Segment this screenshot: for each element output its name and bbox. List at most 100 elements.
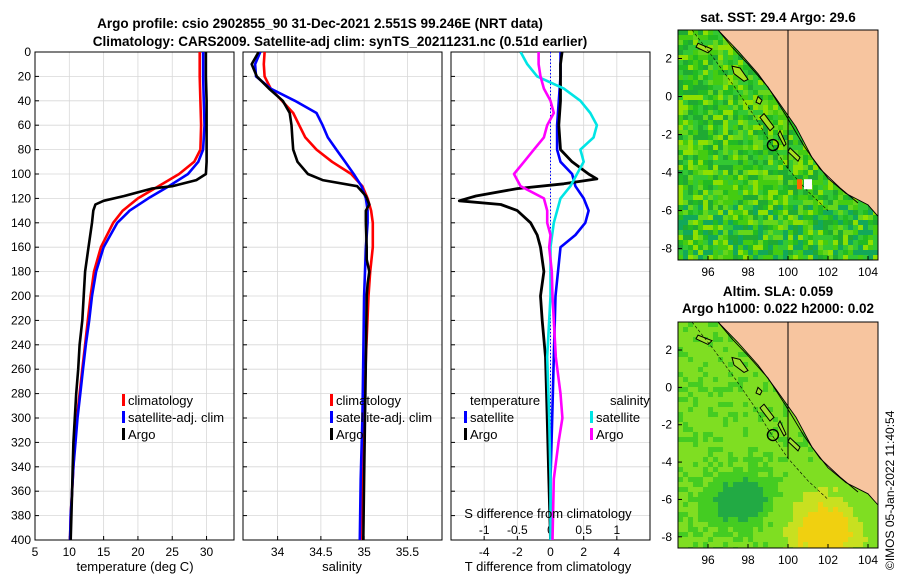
map-cell <box>803 482 808 487</box>
map-cell <box>728 155 733 160</box>
map-cell <box>763 452 768 457</box>
map-cell <box>698 30 703 35</box>
map-cell <box>778 200 783 205</box>
map-cell <box>693 507 698 512</box>
map-cell <box>798 215 803 220</box>
map-cell <box>758 135 763 140</box>
map-cell <box>693 462 698 467</box>
map-cell <box>688 130 693 135</box>
map-cell <box>713 55 718 60</box>
map-cell <box>743 220 748 225</box>
map-cell <box>743 215 748 220</box>
map-cell <box>828 477 833 482</box>
map-cell <box>793 130 798 135</box>
map-cell <box>868 537 873 542</box>
map-cell <box>743 240 748 245</box>
map-cell <box>753 175 758 180</box>
map-cell <box>753 422 758 427</box>
x-tick-label: 34.5 <box>309 545 333 559</box>
map-cell <box>698 190 703 195</box>
map-cell <box>763 170 768 175</box>
map-cell <box>718 537 723 542</box>
map-cell <box>683 195 688 200</box>
map-cell <box>738 240 743 245</box>
map-cell <box>828 255 833 260</box>
map-cell <box>783 477 788 482</box>
series-line-t-argo <box>457 52 599 540</box>
map-cell <box>793 250 798 255</box>
map-cell <box>813 180 818 185</box>
map-cell <box>698 467 703 472</box>
map-cell <box>698 372 703 377</box>
map-cell <box>728 422 733 427</box>
map-cell <box>808 245 813 250</box>
map-cell <box>778 125 783 130</box>
map-cell <box>788 195 793 200</box>
map-cell <box>703 357 708 362</box>
map-cell <box>823 195 828 200</box>
map-cell <box>683 447 688 452</box>
map-cell <box>678 397 683 402</box>
map-cell <box>748 240 753 245</box>
map-cell <box>828 235 833 240</box>
map-cell <box>698 230 703 235</box>
map-cell <box>698 417 703 422</box>
map-cell <box>783 150 788 155</box>
map-cell <box>778 467 783 472</box>
map-cell <box>858 255 863 260</box>
map-cell <box>733 477 738 482</box>
map-cell <box>758 487 763 492</box>
map-cell <box>743 377 748 382</box>
map-cell <box>843 250 848 255</box>
map-cell <box>828 210 833 215</box>
map-cell <box>718 507 723 512</box>
map-cell <box>713 322 718 327</box>
map-cell <box>768 240 773 245</box>
map-cell <box>793 532 798 537</box>
map-cell <box>688 120 693 125</box>
map-cell <box>758 522 763 527</box>
map-cell <box>838 542 843 547</box>
map-cell <box>678 512 683 517</box>
map-cell <box>713 175 718 180</box>
map-cell <box>748 357 753 362</box>
map-cell <box>718 235 723 240</box>
map-cell <box>683 50 688 55</box>
map-cell <box>703 372 708 377</box>
map-cell <box>813 537 818 542</box>
map-cell <box>793 205 798 210</box>
map-cell <box>793 417 798 422</box>
map-cell <box>713 60 718 65</box>
map-cell <box>798 457 803 462</box>
map-cell <box>738 95 743 100</box>
y-tick-label: 20 <box>18 69 32 83</box>
map-cell <box>783 462 788 467</box>
map-cell <box>693 332 698 337</box>
map-y-tick-label: -6 <box>661 492 672 506</box>
map-cell <box>773 150 778 155</box>
map-cell <box>743 542 748 547</box>
map-cell <box>873 512 878 517</box>
map-cell <box>703 155 708 160</box>
map-cell <box>758 477 763 482</box>
map-cell <box>843 215 848 220</box>
map-cell <box>768 210 773 215</box>
map-cell <box>713 492 718 497</box>
map-cell <box>758 220 763 225</box>
map-cell <box>798 532 803 537</box>
map-cell <box>763 457 768 462</box>
map-cell <box>683 412 688 417</box>
argo-position-marker <box>766 138 780 152</box>
map-cell <box>683 457 688 462</box>
map-cell <box>833 502 838 507</box>
map-cell <box>693 180 698 185</box>
map-cell <box>698 377 703 382</box>
map-cell <box>703 120 708 125</box>
map-cell <box>728 145 733 150</box>
map-cell <box>733 417 738 422</box>
map-cell <box>848 195 853 200</box>
map-cell <box>753 537 758 542</box>
map-cell <box>778 432 783 437</box>
map-cell <box>683 417 688 422</box>
map-cell <box>708 477 713 482</box>
